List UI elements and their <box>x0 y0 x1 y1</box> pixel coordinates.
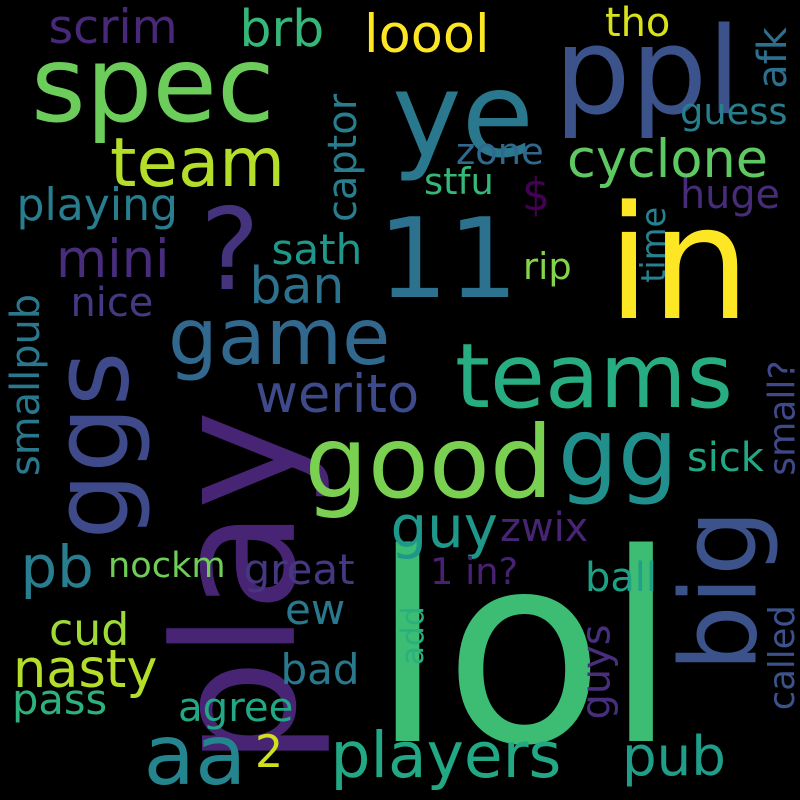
word-ban: ban <box>249 256 345 315</box>
word-team: team <box>110 123 286 202</box>
word-ball: ball <box>585 555 657 601</box>
word-agree: agree <box>178 685 294 731</box>
word-great: great <box>243 545 355 594</box>
word-big: big <box>658 508 781 672</box>
word-symbol: $ <box>522 170 551 221</box>
word-bad: bad <box>280 645 360 694</box>
word-afk: afk <box>749 26 796 89</box>
word-11: 11 <box>378 196 519 324</box>
word-symbol: ? <box>200 183 260 316</box>
word-guy: guy <box>390 492 498 561</box>
word-cud: cud <box>49 605 130 656</box>
word-ye: ye <box>392 47 534 184</box>
word-zone: zone <box>456 130 544 173</box>
word-rip: rip <box>523 245 572 288</box>
word-playing: playing <box>16 180 179 231</box>
word-1-in: 1 in? <box>430 550 519 593</box>
word-good: good <box>304 403 554 521</box>
word-nice: nice <box>70 280 154 326</box>
word-cyclone: cyclone <box>567 128 769 190</box>
word-2: 2 <box>255 726 284 778</box>
word-guys: guys <box>573 624 620 720</box>
word-gg: gg <box>558 397 678 508</box>
word-nockm: nockm <box>108 544 226 586</box>
word-players: players <box>330 718 562 792</box>
word-ppl: ppl <box>554 2 741 142</box>
word-lol: lol <box>371 496 678 800</box>
word-loool: loool <box>364 3 490 65</box>
word-ggs: ggs <box>30 350 153 540</box>
word-werito: werito <box>255 363 420 425</box>
word-pub: pub <box>622 723 726 788</box>
word-huge: huge <box>680 172 780 218</box>
word-small: small? <box>760 359 800 476</box>
word-mini: mini <box>56 228 170 290</box>
word-sath: sath <box>271 225 363 274</box>
word-tho: tho <box>605 0 671 46</box>
word-in: in <box>607 173 751 356</box>
word-zwix: zwix <box>500 505 589 551</box>
word-stfu: stfu <box>424 160 494 203</box>
word-smallpub: smallpub <box>3 293 50 477</box>
word-called: called <box>761 605 800 711</box>
word-scrim: scrim <box>48 0 178 55</box>
word-guess: guess <box>680 90 788 133</box>
word-pb: pb <box>20 532 94 601</box>
word-teams: teams <box>455 325 734 429</box>
word-brb: brb <box>239 0 325 58</box>
word-add: add <box>394 606 431 666</box>
word-ew: ew <box>285 585 346 634</box>
word-aa: aa <box>143 706 247 800</box>
word-sick: sick <box>687 435 764 481</box>
word-captor: captor <box>320 93 367 222</box>
word-game: game <box>168 291 391 383</box>
word-nasty: nasty <box>13 638 158 700</box>
word-spec: spec <box>31 23 275 146</box>
word-pass: pass <box>12 675 108 724</box>
word-time: time <box>634 206 674 283</box>
